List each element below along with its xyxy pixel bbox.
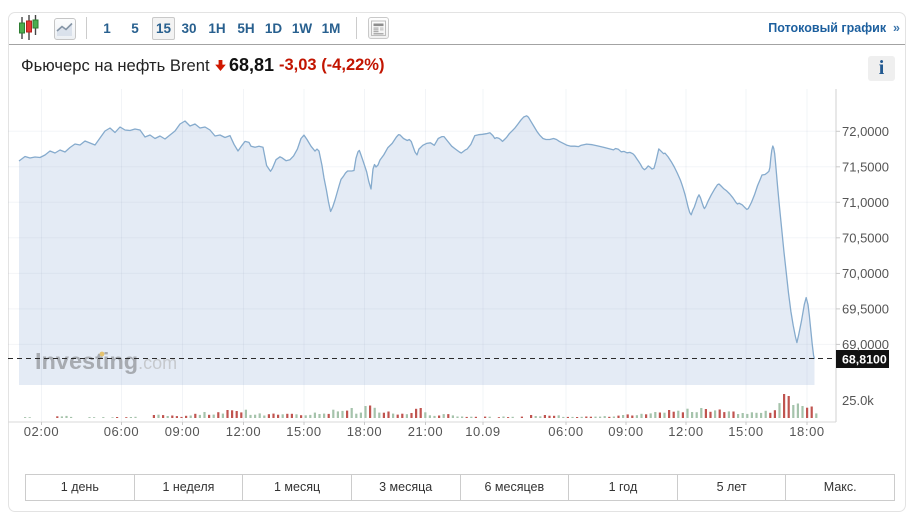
svg-text:12:00: 12:00 — [668, 424, 704, 439]
svg-text:15:00: 15:00 — [728, 424, 764, 439]
svg-text:68,8100: 68,8100 — [842, 353, 887, 367]
svg-text:18:00: 18:00 — [347, 424, 383, 439]
svg-text:71,5000: 71,5000 — [842, 159, 889, 174]
svg-text:09:00: 09:00 — [608, 424, 644, 439]
svg-text:18:00: 18:00 — [789, 424, 825, 439]
svg-text:71,0000: 71,0000 — [842, 195, 889, 210]
svg-text:21:00: 21:00 — [408, 424, 444, 439]
svg-text:02:00: 02:00 — [24, 424, 60, 439]
svg-text:25.0k: 25.0k — [842, 393, 874, 408]
svg-text:06:00: 06:00 — [548, 424, 584, 439]
svg-text:69,5000: 69,5000 — [842, 301, 889, 316]
svg-text:72,0000: 72,0000 — [842, 124, 889, 139]
svg-text:06:00: 06:00 — [104, 424, 140, 439]
svg-text:15:00: 15:00 — [286, 424, 322, 439]
svg-text:70,0000: 70,0000 — [842, 266, 889, 281]
svg-text:12:00: 12:00 — [226, 424, 262, 439]
svg-text:10.09: 10.09 — [465, 424, 501, 439]
svg-text:69,0000: 69,0000 — [842, 337, 889, 352]
svg-text:70,5000: 70,5000 — [842, 230, 889, 245]
svg-text:09:00: 09:00 — [165, 424, 201, 439]
